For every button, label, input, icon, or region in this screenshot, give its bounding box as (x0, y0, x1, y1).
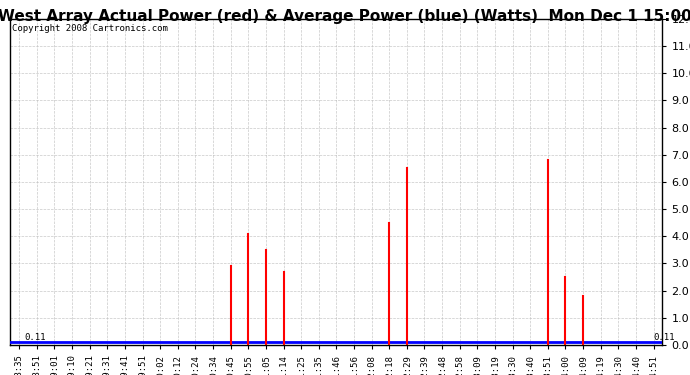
Text: 0.11: 0.11 (653, 333, 675, 342)
Text: 0.11: 0.11 (24, 333, 46, 342)
Text: Copyright 2008 Cartronics.com: Copyright 2008 Cartronics.com (12, 24, 168, 33)
Text: West Array Actual Power (red) & Average Power (blue) (Watts)  Mon Dec 1 15:00: West Array Actual Power (red) & Average … (0, 9, 690, 24)
